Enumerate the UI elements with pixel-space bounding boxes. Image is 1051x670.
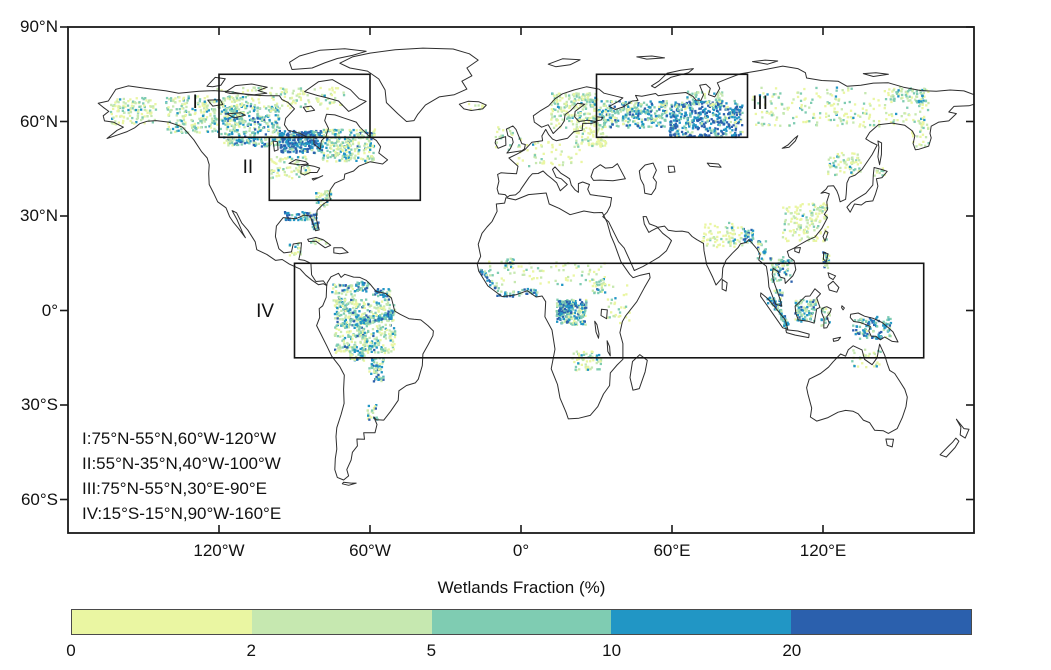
colorbar-tick-label-3: 10 <box>602 641 622 660</box>
colorbar-tick-label-4: 20 <box>782 641 802 660</box>
legend-line-2: II:55°N-35°N,40°W-100°W <box>82 454 281 473</box>
x-tick-label-2: 0° <box>512 541 530 560</box>
wetland-pixels <box>109 86 930 421</box>
colorbar-tick-label-0: 0 <box>66 641 76 660</box>
x-tick-label-0: 120°W <box>193 541 245 560</box>
region-box-II <box>268 136 422 202</box>
colorbar-segment-2 <box>251 610 432 634</box>
coastlines <box>97 47 974 486</box>
y-tick-label-3: 0° <box>41 300 58 320</box>
colorbar-segment-4 <box>611 610 792 634</box>
colorbar-segment-5 <box>791 610 971 634</box>
y-tick-label-1: 60°N <box>20 111 58 131</box>
colorbar <box>71 609 972 635</box>
x-tick-label-4: 120°E <box>799 541 847 560</box>
y-tick-label-4: 30°S <box>20 395 58 414</box>
region-label-III: III <box>752 92 768 114</box>
region-box-IV <box>293 262 925 359</box>
region-coords-legend: I:75°N-55°N,60°W-120°W II:55°N-35°N,40°W-… <box>82 426 281 526</box>
study-region-boxes <box>218 73 925 359</box>
colorbar-segment-1 <box>72 610 252 634</box>
legend-line-1: I:75°N-55°N,60°W-120°W <box>82 429 277 448</box>
colorbar-title: Wetlands Fraction (%) <box>437 578 606 597</box>
x-tick-label-3: 60°E <box>653 541 691 560</box>
x-tick-label-1: 60°W <box>349 541 391 560</box>
y-tick-label-0: 90°N <box>20 17 58 36</box>
region-box-III <box>595 73 749 139</box>
colorbar-tick-label-2: 5 <box>426 641 437 660</box>
y-tick-label-5: 60°S <box>20 489 58 509</box>
colorbar-segment-3 <box>431 610 612 634</box>
y-tick-label-2: 30°N <box>20 206 58 225</box>
axis-ticks <box>60 26 974 533</box>
legend-line-4: IV:15°S-15°N,90°W-160°E <box>82 504 282 523</box>
colorbar-tick-label-1: 2 <box>246 641 256 660</box>
region-label-IV: IV <box>256 301 275 323</box>
region-label-II: II <box>242 157 254 179</box>
world-map-canvas <box>60 26 975 534</box>
legend-line-3: III:75°N-55°N,30°E-90°E <box>82 479 267 498</box>
region-label-I: I <box>192 91 198 113</box>
